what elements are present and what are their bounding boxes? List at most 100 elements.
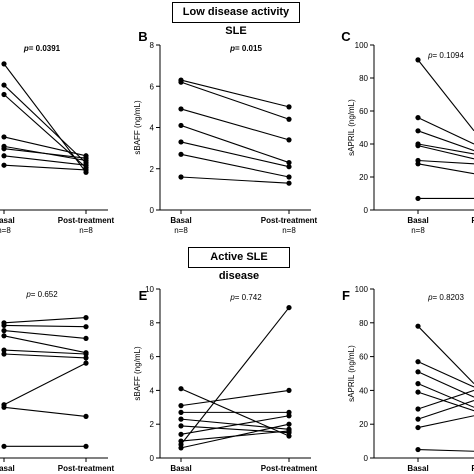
post-point: [83, 351, 89, 357]
paired-line: [180, 307, 290, 445]
y-tick-label: 6: [150, 82, 155, 91]
section-title-low-activity: Low disease activity SLE: [172, 2, 300, 37]
x-category-label: Basal: [170, 216, 191, 225]
p-symbol: p: [229, 293, 235, 302]
paired-line: [417, 59, 474, 132]
basal-point: [1, 333, 7, 339]
basal-point: [178, 122, 184, 129]
x-category-label: Post-treatment: [261, 464, 318, 473]
basal-point: [178, 151, 184, 157]
paired-line: [417, 389, 474, 410]
basal-point: [178, 416, 184, 422]
paired-line: [3, 164, 87, 171]
basal-point: [415, 195, 421, 202]
paired-line: [180, 176, 290, 184]
paired-line: [180, 141, 290, 168]
basal-point: [1, 328, 7, 334]
y-tick-label: 6: [150, 353, 155, 362]
p-value-label: p= 0.8203: [427, 293, 464, 302]
basal-point: [1, 404, 7, 410]
basal-point: [178, 139, 184, 145]
basal-point: [178, 423, 184, 429]
basal-point: [178, 445, 184, 451]
paired-line: [3, 353, 87, 359]
x-category-label: Basal: [170, 464, 191, 473]
basal-point: [415, 115, 421, 121]
x-category-label: P: [471, 464, 474, 473]
post-point: [83, 335, 89, 341]
paired-line: [180, 425, 290, 434]
basal-point: [415, 389, 421, 395]
post-point: [286, 174, 292, 180]
p-value-label: p= 0.015: [229, 44, 262, 53]
post-point: [286, 116, 292, 122]
basal-point: [415, 446, 421, 453]
y-tick-label: 80: [359, 319, 368, 328]
basal-point: [1, 351, 7, 357]
n-label: n=8: [79, 226, 93, 235]
paired-line: [3, 406, 87, 417]
basal-point: [1, 146, 7, 152]
post-point: [286, 164, 292, 170]
x-category-label: P: [471, 216, 474, 225]
paired-line: [417, 361, 474, 388]
p-value: = 0.0391: [29, 44, 61, 53]
paired-line: [3, 63, 87, 173]
basal-point: [415, 128, 421, 134]
basal-point: [415, 57, 421, 63]
y-tick-label: 10: [145, 285, 154, 294]
p-value: = 0.652: [31, 290, 58, 299]
paired-line: [3, 335, 87, 354]
panel-letter: C: [341, 29, 351, 44]
paired-line: [180, 79, 290, 108]
x-category-label: Post-treatment: [58, 464, 115, 473]
p-value-label: p= 0.1094: [427, 51, 464, 60]
post-point: [83, 324, 89, 330]
basal-point: [1, 322, 7, 328]
basal-point: [178, 106, 184, 112]
y-tick-label: 4: [150, 386, 155, 395]
y-tick-label: 0: [364, 454, 369, 463]
paired-line: [3, 324, 87, 328]
paired-line: [417, 117, 474, 145]
basal-point: [178, 174, 184, 180]
basal-point: [415, 161, 421, 167]
p-value-label: p= 0.742: [229, 293, 262, 302]
basal-point: [1, 82, 7, 88]
p-symbol: p: [23, 44, 29, 53]
y-axis-label: sBAFF (ng/mL): [133, 100, 142, 155]
paired-line: [3, 349, 87, 355]
paired-line: [417, 143, 474, 155]
p-value: = 0.742: [235, 293, 262, 302]
basal-point: [1, 134, 7, 140]
p-symbol: p: [427, 51, 433, 60]
post-point: [83, 443, 89, 449]
post-point: [286, 180, 292, 186]
post-point: [286, 421, 292, 427]
y-tick-label: 20: [359, 420, 368, 429]
post-point: [83, 355, 89, 361]
x-category-label: Basal: [0, 216, 15, 225]
n-label: n=8: [282, 226, 296, 235]
p-symbol: p: [229, 44, 235, 53]
paired-line: [417, 145, 474, 160]
post-point: [286, 304, 292, 311]
basal-point: [415, 359, 421, 365]
p-value-label: p= 0.0391: [23, 44, 61, 53]
paired-line: [3, 330, 87, 339]
y-tick-label: 8: [150, 319, 155, 328]
y-tick-label: 80: [359, 74, 368, 83]
x-category-label: Basal: [0, 464, 15, 473]
basal-point: [415, 143, 421, 149]
x-category-label: Post-treatment: [58, 216, 115, 225]
panel-letter: F: [342, 288, 350, 303]
paired-line: [417, 415, 474, 429]
panel-letter: B: [138, 29, 147, 44]
y-tick-label: 100: [355, 41, 369, 50]
x-category-label: Basal: [407, 464, 428, 473]
paired-line: [180, 415, 290, 435]
y-tick-label: 8: [150, 41, 155, 50]
y-axis-label: sBAFF (ng/mL): [133, 346, 142, 401]
paired-line: [3, 148, 87, 159]
